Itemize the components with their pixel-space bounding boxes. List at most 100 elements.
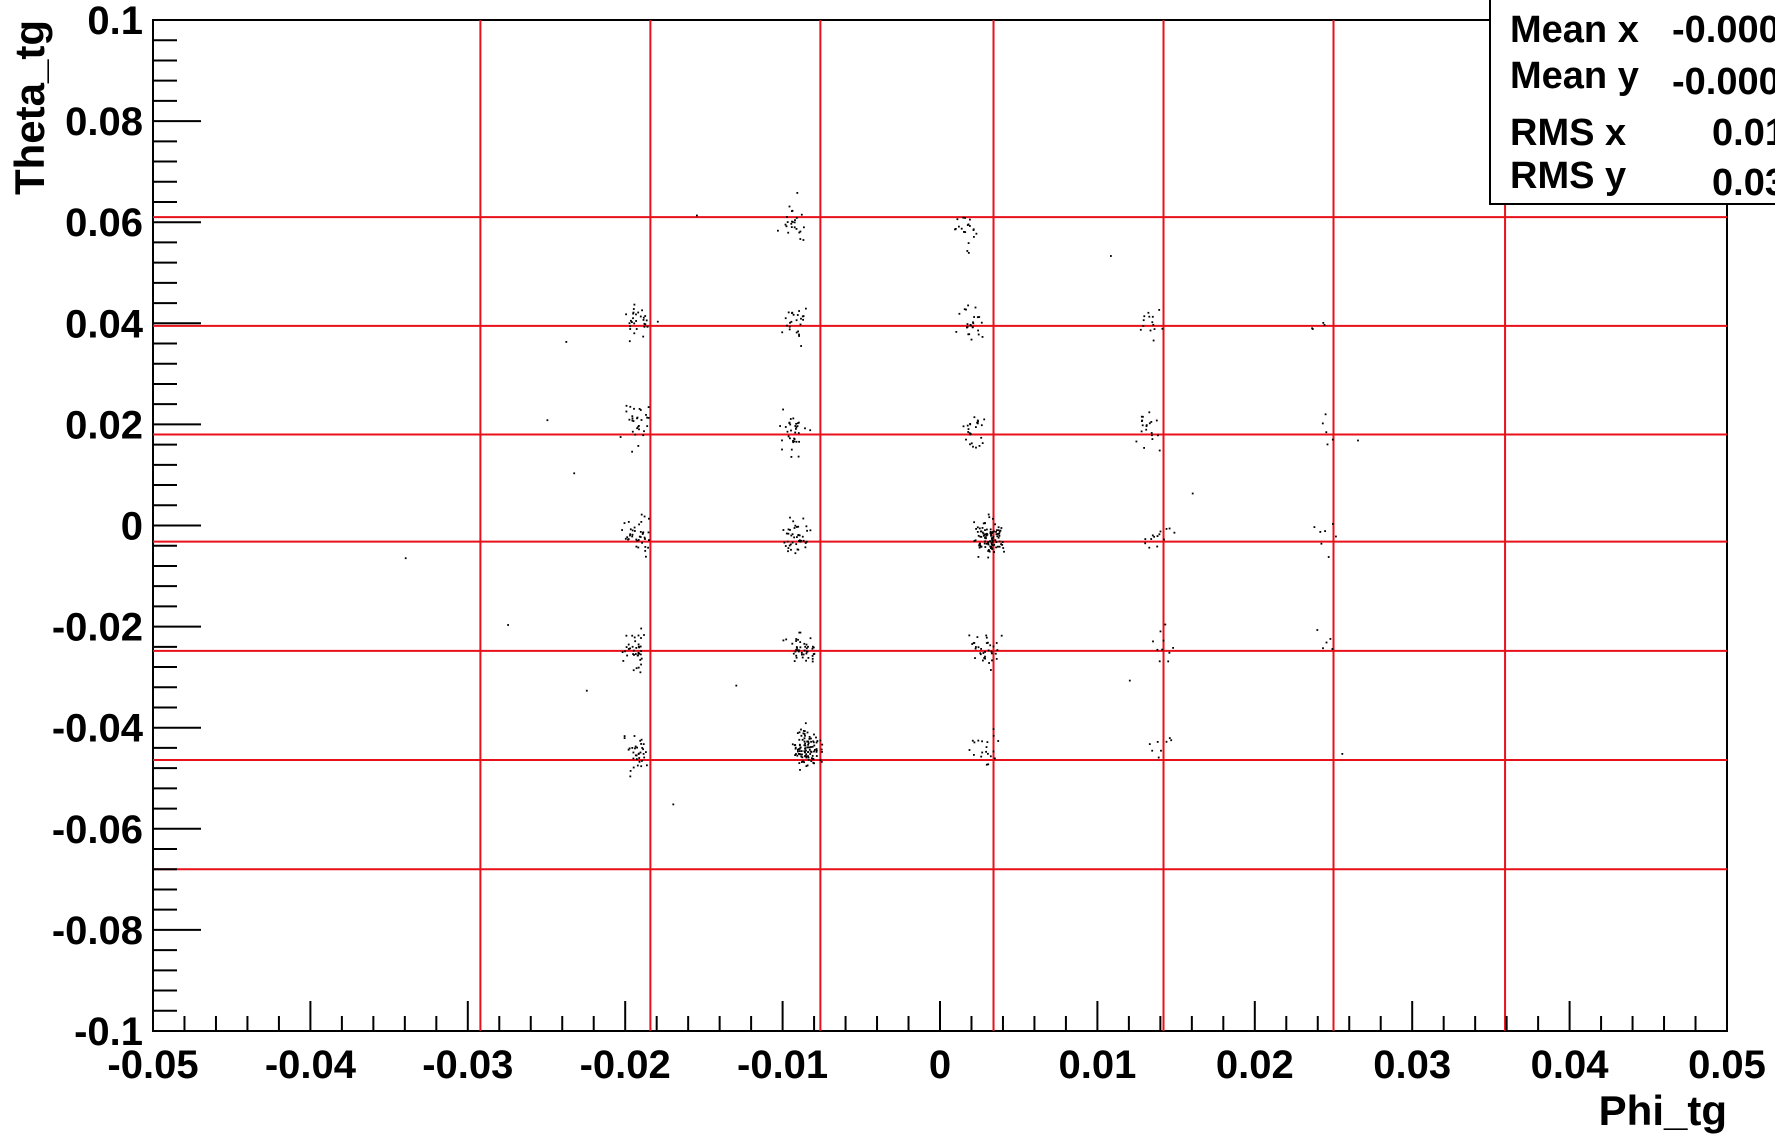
data-point xyxy=(1142,325,1145,327)
data-point xyxy=(781,448,783,451)
data-point xyxy=(794,552,797,555)
data-point xyxy=(975,446,977,449)
data-point xyxy=(787,547,790,549)
data-point xyxy=(640,663,642,666)
data-point xyxy=(794,219,796,221)
data-point xyxy=(790,534,793,537)
data-point xyxy=(812,740,815,743)
data-point xyxy=(1159,530,1162,533)
data-point xyxy=(967,333,970,336)
data-point xyxy=(631,321,633,323)
stats-label-mean-x: Mean x xyxy=(1510,9,1639,51)
data-point xyxy=(974,306,977,309)
data-point xyxy=(798,333,800,336)
data-point xyxy=(983,657,986,659)
data-point xyxy=(799,631,802,634)
data-point xyxy=(1148,315,1151,318)
data-point xyxy=(799,746,802,749)
data-point xyxy=(648,539,650,541)
data-point xyxy=(643,634,645,636)
data-point xyxy=(795,640,797,642)
data-point xyxy=(781,331,784,334)
data-point xyxy=(819,759,822,761)
data-point xyxy=(979,653,982,656)
data-point xyxy=(796,536,798,538)
data-point xyxy=(797,422,799,425)
data-point xyxy=(792,520,795,523)
data-point xyxy=(645,751,647,753)
data-point xyxy=(807,657,810,659)
data-point xyxy=(642,316,645,319)
x-tick-label: 0.01 xyxy=(1058,1043,1136,1087)
data-point xyxy=(807,742,810,745)
data-point xyxy=(800,651,803,654)
data-point xyxy=(794,747,797,750)
data-point xyxy=(1135,440,1138,443)
data-point xyxy=(639,671,642,674)
data-point xyxy=(977,333,980,336)
data-point xyxy=(802,760,804,763)
data-point xyxy=(797,455,800,458)
data-point xyxy=(640,743,642,745)
data-point xyxy=(998,540,1001,543)
data-point xyxy=(798,750,801,752)
data-point xyxy=(634,745,637,748)
data-point xyxy=(1002,547,1005,549)
data-point xyxy=(799,323,802,326)
data-point xyxy=(1148,422,1151,425)
data-point xyxy=(784,545,787,547)
data-point xyxy=(997,545,999,548)
data-point xyxy=(976,531,979,533)
data-point xyxy=(972,445,974,448)
y-tick-label: -0.02 xyxy=(52,606,143,650)
data-point xyxy=(638,425,640,427)
y-tick-label: -0.1 xyxy=(74,1010,143,1054)
data-point xyxy=(975,232,978,235)
data-point xyxy=(991,531,994,533)
data-point xyxy=(798,421,800,424)
data-point xyxy=(814,749,816,751)
data-point xyxy=(815,751,818,753)
data-point xyxy=(798,231,801,234)
data-point xyxy=(806,746,809,749)
data-point xyxy=(796,425,799,427)
data-point xyxy=(801,761,803,763)
data-point xyxy=(812,761,815,764)
data-point xyxy=(793,221,796,224)
data-point xyxy=(797,753,800,755)
data-point xyxy=(794,431,797,434)
data-point xyxy=(1156,741,1159,743)
data-point xyxy=(629,328,632,330)
data-point xyxy=(635,320,637,322)
data-point xyxy=(977,646,980,649)
data-point xyxy=(809,429,812,432)
data-point xyxy=(792,652,795,655)
data-point xyxy=(1151,315,1154,318)
data-point xyxy=(1153,535,1155,538)
data-point xyxy=(792,440,794,442)
data-point xyxy=(993,530,995,533)
data-point xyxy=(621,651,624,653)
data-point xyxy=(810,737,812,740)
data-point xyxy=(793,536,795,539)
data-point xyxy=(640,637,642,639)
data-point xyxy=(788,544,791,547)
data-point xyxy=(638,646,641,649)
data-point xyxy=(1159,630,1162,633)
data-point xyxy=(507,624,509,626)
data-point xyxy=(631,529,634,532)
data-point xyxy=(966,323,969,325)
data-point xyxy=(973,416,976,419)
stats-value-rms-y: 0.03 xyxy=(1712,162,1775,204)
data-point xyxy=(804,542,807,544)
data-point xyxy=(640,419,643,421)
data-point xyxy=(795,440,798,443)
data-point xyxy=(1324,530,1326,532)
data-point xyxy=(996,649,999,651)
data-point xyxy=(1164,623,1167,626)
data-point xyxy=(985,746,988,748)
data-point xyxy=(985,537,987,540)
data-point xyxy=(644,546,647,548)
data-point xyxy=(797,548,800,551)
